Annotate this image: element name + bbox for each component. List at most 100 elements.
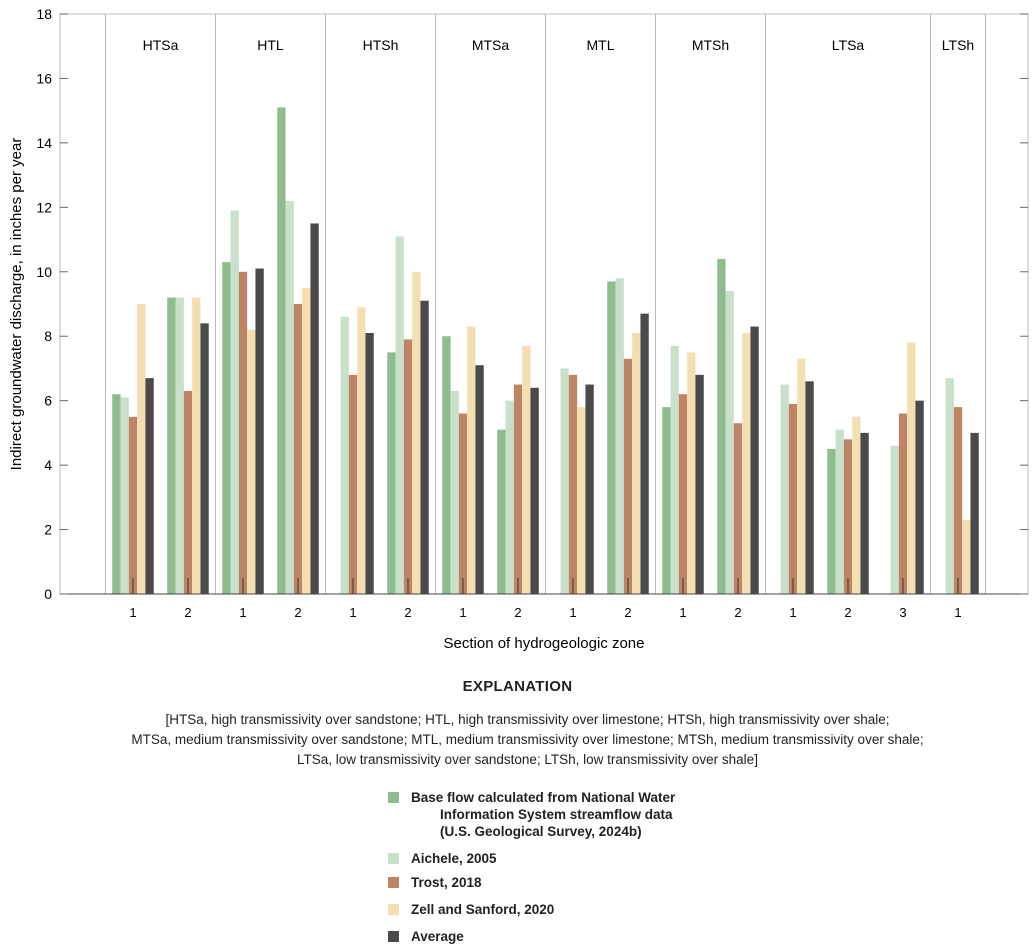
bar [733, 423, 743, 594]
bar [852, 416, 861, 594]
legend-swatch [388, 904, 399, 915]
bar [907, 342, 916, 594]
bar [412, 271, 421, 594]
bar [403, 339, 413, 594]
x-tick-label: 2 [624, 605, 631, 620]
bar [522, 345, 531, 594]
bar [497, 429, 506, 594]
x-tick-label: 1 [349, 605, 356, 620]
legend-swatch [388, 853, 399, 864]
y-tick-label: 16 [36, 70, 52, 86]
bar [678, 394, 688, 594]
x-tick-label: 2 [734, 605, 741, 620]
x-tick-label: 2 [844, 605, 851, 620]
bar [953, 407, 963, 594]
note-line: LTSa, low transmissivity over sandstone;… [297, 752, 758, 767]
bar [797, 358, 806, 594]
y-tick-label: 6 [44, 393, 52, 409]
zone-label: MTL [587, 37, 615, 53]
bar [970, 432, 979, 594]
legend-swatch [388, 877, 399, 888]
bar [687, 352, 696, 594]
bar [860, 432, 869, 594]
bar [725, 291, 734, 594]
y-tick-label: 14 [36, 135, 52, 151]
y-tick-label: 12 [36, 199, 52, 215]
bar [788, 403, 798, 594]
y-tick-label: 4 [44, 457, 52, 473]
explanation-title: EXPLANATION [462, 678, 573, 695]
x-tick-label: 1 [239, 605, 246, 620]
x-tick-label: 1 [129, 605, 136, 620]
bar [255, 268, 264, 594]
bar [365, 333, 374, 594]
bar [695, 374, 704, 594]
x-tick-label: 1 [954, 605, 961, 620]
bar [962, 519, 971, 594]
bar [137, 304, 146, 594]
bar [717, 258, 726, 594]
note-line: MTSa, medium transmissivity over sandsto… [131, 732, 924, 747]
bar [442, 336, 451, 594]
bar [670, 345, 679, 594]
bar [387, 352, 396, 594]
x-tick-label: 1 [459, 605, 466, 620]
bar [192, 297, 201, 594]
bar [742, 333, 751, 594]
bar [128, 416, 138, 594]
legend-label: Trost, 2018 [411, 875, 482, 890]
bar [277, 107, 286, 594]
bar [640, 313, 649, 594]
bar [175, 297, 184, 594]
bar [222, 262, 231, 594]
bar [467, 326, 476, 594]
x-tick-label: 1 [569, 605, 576, 620]
bar [662, 407, 671, 594]
bar [805, 381, 814, 594]
bar [395, 236, 404, 595]
legend-label: Base flow calculated from National Water [411, 790, 676, 805]
bar [915, 400, 924, 594]
bar [513, 384, 523, 594]
bar [505, 400, 514, 594]
bar [945, 378, 954, 594]
legend-swatch [388, 792, 399, 803]
bar [585, 384, 594, 594]
y-tick-label: 0 [44, 586, 52, 602]
x-tick-label: 1 [679, 605, 686, 620]
bar [357, 307, 366, 594]
zone-label: LTSh [942, 37, 974, 53]
bar [458, 413, 468, 594]
legend-item-average: Average [388, 928, 464, 945]
bar [310, 223, 319, 594]
legend-item-base-flow: Base flow calculated from National Water… [388, 789, 675, 840]
x-tick-label: 2 [184, 605, 191, 620]
legend-item-trost: Trost, 2018 [388, 874, 482, 891]
bar [183, 391, 193, 594]
legend-label: Aichele, 2005 [411, 851, 497, 866]
bar [750, 326, 759, 594]
x-tick-label: 2 [514, 605, 521, 620]
y-tick-label: 18 [36, 6, 52, 22]
legend-item-zell: Zell and Sanford, 2020 [388, 901, 554, 918]
zone-label: HTSa [143, 37, 179, 53]
bar [238, 271, 248, 594]
legend: Base flow calculated from National Water… [388, 0, 988, 949]
bar [568, 374, 578, 594]
bar [780, 384, 789, 594]
bar [348, 374, 358, 594]
bar [530, 387, 539, 594]
legend-label: Average [411, 929, 464, 944]
legend-label: Zell and Sanford, 2020 [411, 902, 555, 917]
bar [293, 304, 303, 594]
bar [835, 429, 844, 594]
bar [632, 333, 641, 594]
x-tick-label: 2 [294, 605, 301, 620]
y-tick-label: 8 [44, 328, 52, 344]
bar [247, 329, 256, 594]
bar [340, 316, 349, 594]
x-tick-label: 2 [404, 605, 411, 620]
x-axis-label: Section of hydrogeologic zone [444, 635, 645, 652]
